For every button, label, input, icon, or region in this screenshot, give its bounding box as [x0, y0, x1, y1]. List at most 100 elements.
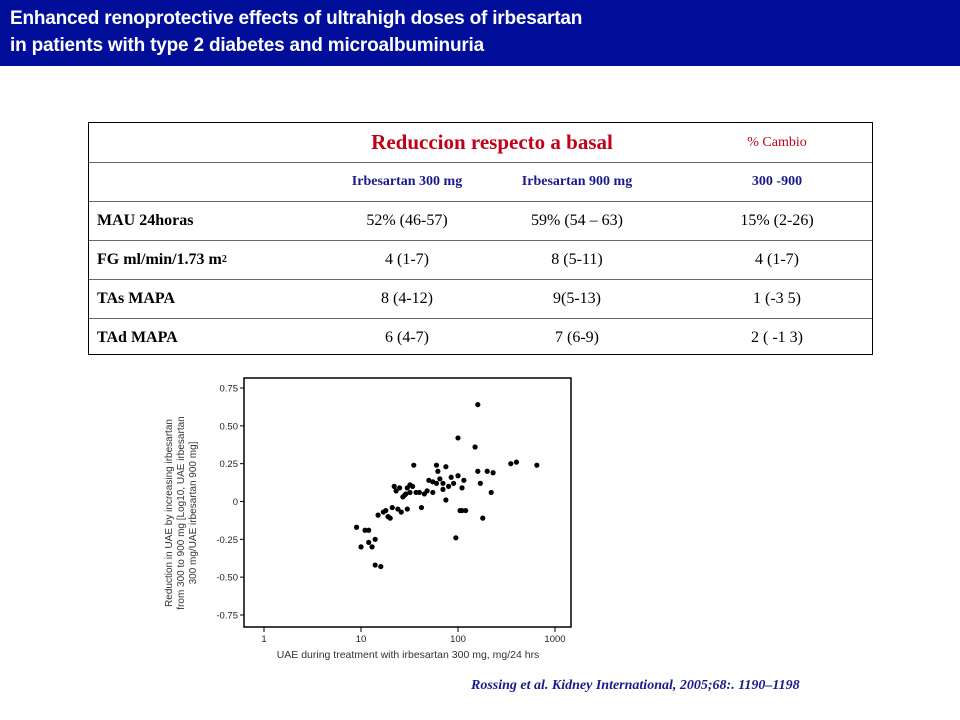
x-tick-label: 1: [261, 634, 266, 645]
y-tick-label: -0.75: [216, 611, 238, 622]
scatter-point: [372, 562, 378, 568]
scatter-point: [435, 468, 441, 474]
scatter-point: [437, 476, 443, 482]
x-axis-label: UAE during treatment with irbesartan 300…: [277, 649, 540, 661]
scatter-point: [475, 402, 481, 408]
scatter-point: [445, 483, 452, 489]
scatter-point: [418, 504, 425, 511]
cell-900: 7 (6-9): [555, 328, 599, 346]
scatter-point: [455, 435, 461, 441]
slide-title-line-1: Enhanced renoprotective effects of ultra…: [10, 8, 583, 29]
scatter-point: [513, 459, 519, 465]
scatter-point: [395, 506, 401, 512]
scatter-point: [407, 482, 413, 488]
table-row: MAU 24horas 52% (46-57) 59% (54 – 63) 15…: [89, 201, 872, 241]
y-ticks: 0.75 0.50 0.25 0 -0.25 -0.50 -0.75: [216, 384, 244, 622]
y-tick-label: -0.25: [216, 535, 238, 546]
row-label: TAs MAPA: [97, 289, 176, 307]
y-tick-label: 0.50: [220, 421, 239, 432]
scatter-point: [433, 462, 440, 468]
scatter-point: [508, 461, 514, 467]
y-axis-label: Reduction in UAE by increasing irbesarta…: [164, 416, 199, 609]
results-table: Reduccion respecto a basal % Cambio Irbe…: [88, 122, 873, 355]
scatter-point: [372, 536, 378, 542]
scatter-point: [443, 497, 449, 503]
y-tick-label: -0.50: [216, 573, 238, 584]
superscript: 2: [221, 254, 227, 265]
scatter-point: [443, 464, 449, 470]
scatter-point: [433, 480, 440, 486]
x-tick-label: 10: [356, 634, 367, 645]
scatter-point: [389, 504, 395, 511]
scatter-point: [440, 480, 446, 486]
title-bar: Enhanced renoprotective effects of ultra…: [0, 0, 960, 66]
cell-change: 1 (-3 5): [753, 289, 801, 307]
cell-change: 4 (1-7): [755, 250, 799, 268]
subheader-change: 300 -900: [751, 173, 803, 189]
table-header-main: Reduccion respecto a basal: [371, 130, 613, 154]
x-tick-label: 1000: [544, 634, 565, 645]
scatter-point: [455, 473, 461, 479]
table-row: TAs MAPA 8 (4-12) 9(5-13) 1 (-3 5): [89, 279, 872, 319]
scatter-point: [407, 489, 413, 496]
y-axis-label-line-3: 300 mg/UAE irbesartan 900 mg]: [188, 441, 199, 584]
cell-change: 15% (2-26): [740, 211, 814, 229]
subheader-irbesartan-300: Irbesartan 300 mg: [351, 173, 463, 189]
scatter-point: [383, 507, 389, 514]
row-label: MAU 24horas: [97, 211, 194, 229]
plot-background: [160, 370, 580, 670]
scatter-point: [459, 485, 465, 491]
scatter-point: [353, 524, 360, 530]
scatter-point: [426, 477, 432, 483]
scatter-point: [461, 477, 467, 483]
cell-300: 4 (1-7): [385, 250, 429, 268]
scatter-point: [403, 491, 409, 497]
y-tick-label: 0: [233, 497, 238, 508]
cell-300: 52% (46-57): [366, 211, 448, 229]
y-tick-label: 0.25: [220, 459, 239, 470]
row-label: TAd MAPA: [97, 328, 178, 346]
scatter-point: [378, 563, 384, 570]
table-row: TAd MAPA 6 (4-7) 7 (6-9) 2 ( -1 3): [89, 318, 872, 357]
x-tick-label: 100: [450, 634, 466, 645]
scatter-plot: 0.750.500.250-0.25-0.50-0.75 1 10 100 1000 …: [160, 370, 580, 670]
table-subheader-row: Irbesartan 300 mg Irbesartan 900 mg 300 …: [89, 162, 872, 202]
scatter-point: [488, 489, 494, 496]
cell-900: 59% (54 – 63): [531, 211, 623, 229]
scatter-point: [411, 462, 417, 468]
scatter-point: [398, 509, 404, 515]
scatter-point: [366, 527, 372, 533]
scatter-point: [475, 468, 481, 474]
scatter-point: [424, 488, 430, 494]
y-axis-label-line-1: Reduction in UAE by increasing irbesarta…: [164, 419, 175, 607]
scatter-point: [440, 486, 446, 492]
scatter-point: [404, 506, 410, 512]
x-ticks: 1 10 100 1000: [261, 627, 566, 645]
scatter-point: [391, 483, 397, 489]
scatter-point: [369, 544, 375, 550]
scatter-point: [472, 444, 478, 450]
scatter-point: [375, 512, 381, 518]
scatter-point: [358, 544, 364, 550]
scatter-point: [393, 488, 399, 494]
scatter-point: [450, 480, 457, 486]
slide-title-line-2: in patients with type 2 diabetes and mic…: [10, 35, 484, 56]
table-header-percent-change: % Cambio: [747, 134, 807, 150]
scatter-point: [416, 489, 422, 496]
scatter-point: [459, 507, 465, 514]
scatter-point: [463, 507, 469, 514]
cell-change: 2 ( -1 3): [751, 328, 803, 346]
scatter-point: [453, 535, 459, 541]
scatter-point: [387, 515, 393, 521]
scatter-point: [480, 515, 486, 521]
scatter-point: [362, 527, 368, 533]
scatter-point: [484, 468, 490, 474]
table-header-row: Reduccion respecto a basal % Cambio: [89, 123, 872, 163]
scatter-point: [430, 489, 436, 496]
data-points: [353, 402, 540, 570]
scatter-point: [477, 480, 483, 486]
citation: Rossing et al. Kidney International, 200…: [471, 678, 800, 693]
y-axis-label-line-2: from 300 to 900 mg [Log10, UAE irbesarta…: [176, 416, 187, 609]
